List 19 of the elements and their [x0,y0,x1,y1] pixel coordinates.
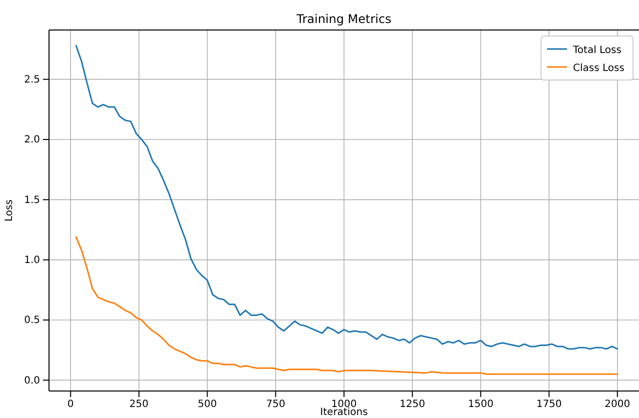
y-tick-label: 1.0 [24,255,40,266]
y-tick-label: 0.0 [24,375,40,386]
x-tick-label: 2000 [604,399,630,410]
line-series [75,236,618,375]
y-axis-title: Loss [4,200,15,222]
legend-label: Total Loss [572,45,622,56]
y-tick-label: 1.5 [24,194,40,206]
x-tick-label: 1250 [400,399,426,410]
x-tick-label: 750 [266,399,286,410]
legend-label: Class Loss [573,63,624,74]
x-tick-label: 250 [129,399,148,410]
y-tick-label: 0.5 [24,315,40,326]
x-tick-label: 500 [198,399,217,410]
x-tick-label: 1750 [536,399,562,410]
y-tick-label: 2.5 [24,74,40,86]
chart-title: Training Metrics [296,12,392,26]
x-tick-label: 0 [67,399,74,410]
y-tick-label: 2.0 [24,134,40,146]
x-tick-label: 1500 [468,399,494,410]
